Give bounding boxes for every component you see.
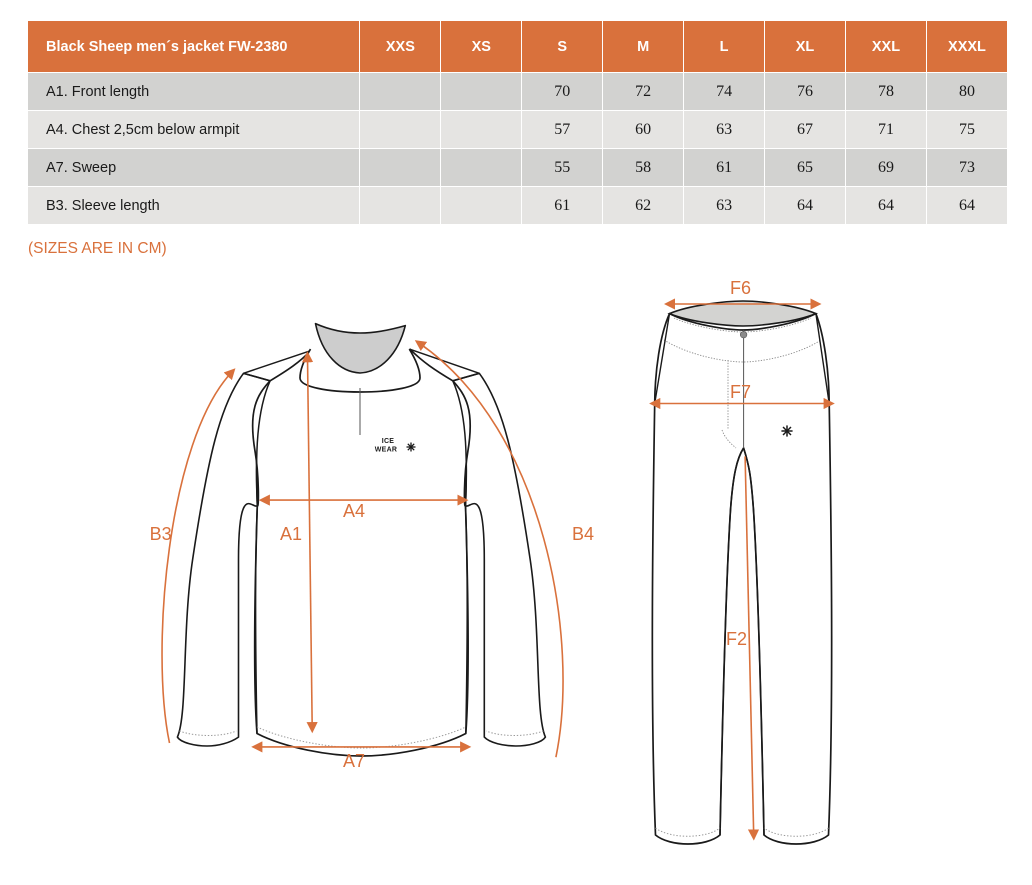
svg-text:ICE: ICE bbox=[382, 438, 395, 445]
svg-text:A7: A7 bbox=[343, 751, 365, 771]
svg-text:B3: B3 bbox=[150, 524, 172, 544]
svg-text:WEAR: WEAR bbox=[375, 447, 398, 454]
svg-text:F7: F7 bbox=[730, 382, 751, 402]
svg-text:A4: A4 bbox=[343, 501, 365, 521]
svg-text:F6: F6 bbox=[730, 280, 751, 298]
svg-text:F2: F2 bbox=[726, 629, 747, 649]
svg-text:B4: B4 bbox=[572, 524, 594, 544]
svg-text:A1: A1 bbox=[280, 524, 302, 544]
